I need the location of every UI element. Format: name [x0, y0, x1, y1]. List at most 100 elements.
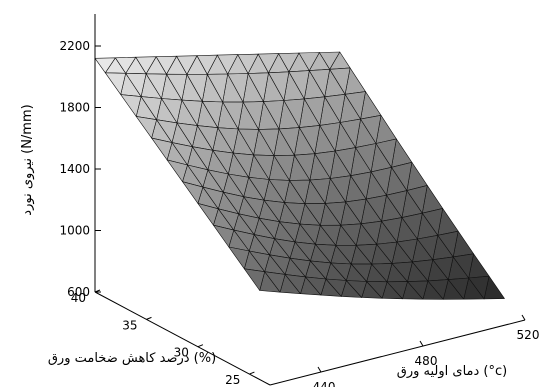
surface-facet [166, 73, 188, 101]
surface-facet [396, 238, 418, 263]
surface-facet [360, 115, 382, 144]
surface-facet [319, 51, 341, 70]
y-tick-label: 30 [174, 346, 189, 360]
surface-facet [288, 70, 310, 100]
surface-facet [284, 274, 306, 295]
surface-facet [325, 278, 347, 297]
axes [94, 14, 526, 386]
y-tick-label: 25 [225, 373, 240, 387]
surface-facet [244, 268, 266, 291]
surface-facet [273, 154, 295, 181]
surface-facet [135, 116, 157, 139]
z-tick-label: 600 [67, 285, 90, 299]
surface-facet [176, 55, 198, 75]
surface-facet [155, 55, 177, 75]
x-tick-label: 520 [517, 328, 540, 342]
surface-facet [305, 276, 327, 296]
surface-facet [329, 67, 351, 95]
surface-facet [258, 128, 280, 156]
surface-facet [135, 56, 157, 75]
surface-facet [242, 101, 264, 130]
surface-facet [452, 253, 474, 279]
surface-facet [171, 142, 193, 166]
surface-facet [227, 73, 249, 103]
surface-facet [233, 229, 255, 252]
surface-facet [350, 263, 372, 282]
surface-facet [324, 201, 347, 226]
surface-facet [437, 230, 459, 258]
surface-facet [304, 203, 326, 226]
surface-facet [269, 254, 291, 275]
surface-facet [381, 217, 403, 243]
tick-marks [94, 45, 526, 375]
x-tick-label: 480 [415, 354, 438, 368]
surface-facet [294, 241, 316, 262]
surface-facet [283, 98, 305, 128]
surface-facet [391, 162, 413, 191]
x-tick [317, 366, 322, 373]
surface-facet [360, 220, 382, 245]
y-tick [197, 344, 204, 348]
surface-facet [187, 164, 209, 188]
surface-facet [186, 74, 208, 102]
surface-facet [207, 73, 228, 103]
surface-facet [202, 186, 224, 210]
surface-facet [289, 179, 311, 204]
surface-facet [319, 224, 342, 246]
surface-facet [264, 271, 286, 293]
surface-facet [248, 177, 270, 201]
x-tick [521, 314, 526, 321]
surface-facet [334, 147, 356, 176]
surface-facet [308, 69, 331, 98]
surface-facet [299, 125, 321, 154]
surface-facet [299, 223, 321, 245]
surface-facet [371, 263, 393, 283]
surface-facet [329, 175, 352, 203]
surface-facet [207, 169, 229, 193]
surface-facet [222, 101, 244, 130]
x-tick-label: 440 [313, 380, 336, 387]
surface-facet [247, 72, 269, 102]
surface-facet [407, 280, 429, 300]
surface-facet [375, 138, 397, 168]
tick-labels: 600 1000 1400 1800 2200 25 30 35 40 440 480 520 [59, 39, 539, 387]
surface-facet [268, 179, 290, 203]
surface-facet [344, 91, 366, 120]
surface-facet [319, 122, 341, 152]
y-tick [146, 316, 152, 320]
surface-facet [237, 128, 259, 156]
surface-facet [350, 171, 372, 200]
surface-facet [314, 150, 336, 179]
surface-facet [120, 94, 142, 117]
surface-facet [253, 234, 275, 256]
surface-facet [279, 221, 301, 243]
surface-facet [166, 159, 188, 182]
surface-facet [303, 96, 326, 126]
y-tick [94, 289, 101, 293]
surface-facet [237, 53, 259, 74]
surface-facet [417, 235, 439, 261]
surface-facet [248, 250, 270, 273]
surface-facet [125, 73, 147, 97]
surface-facet [218, 208, 239, 231]
surface-facet [212, 150, 234, 175]
surface-facet [202, 101, 223, 128]
surface-facet [258, 217, 280, 239]
surface-facet [324, 94, 346, 123]
surface-facet [274, 238, 296, 259]
surface-facet [181, 99, 203, 126]
surface-facet [238, 213, 260, 235]
surface-facet [223, 191, 244, 215]
y-tick [249, 371, 255, 375]
z-axis-label: نیروی نورد (N/mm) [20, 104, 35, 215]
surface-facet [315, 243, 337, 264]
y-axis-line [94, 291, 271, 386]
surface-facet [335, 245, 357, 265]
surface-facet [176, 122, 198, 147]
surface-facet [156, 119, 178, 143]
surface-facet [376, 241, 398, 264]
surface-facet [340, 223, 362, 246]
surface-facet [366, 281, 388, 299]
x-axis-label: دمای اولیه ورق (°c) [397, 364, 507, 379]
surface-facet [232, 152, 254, 178]
